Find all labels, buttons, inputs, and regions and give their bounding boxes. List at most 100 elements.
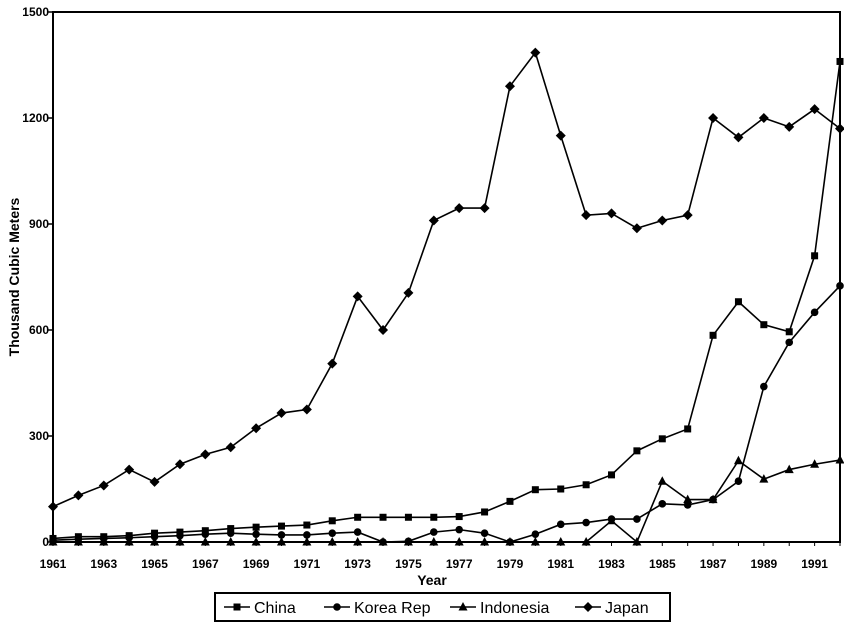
china-point [252, 523, 260, 531]
indonesia-point [378, 537, 388, 546]
indonesia-point [708, 494, 718, 504]
x-tick-label: 1991 [801, 557, 828, 571]
japan-point [835, 123, 844, 134]
legend-label: Indonesia [480, 600, 549, 617]
series-japan [48, 47, 844, 512]
x-tick-label: 1981 [547, 557, 574, 571]
x-tick-label: 1961 [40, 557, 67, 571]
japan-point [174, 459, 185, 470]
korea-rep-point [201, 530, 210, 539]
korea-rep-point [582, 518, 590, 527]
y-tick-label: 0 [42, 535, 49, 549]
japan-point [682, 210, 693, 221]
x-tick-label: 1973 [344, 557, 371, 571]
legend-label: Korea Rep [354, 600, 431, 617]
japan-point [124, 464, 135, 475]
japan-point [428, 215, 439, 226]
x-tick-label: 1989 [750, 557, 777, 571]
x-axis-title: Year [417, 572, 447, 588]
indonesia-point [251, 537, 261, 546]
indonesia-point [73, 537, 83, 546]
japan-point [784, 121, 795, 132]
japan-point [479, 203, 490, 214]
korea-rep-point [760, 382, 768, 391]
legend-item-indonesia: Indonesia [450, 600, 549, 617]
indonesia-point [302, 537, 312, 546]
korea-rep-line [52, 285, 841, 543]
china-point [430, 513, 438, 521]
korea-rep-point [556, 520, 565, 529]
japan-point [454, 203, 465, 214]
indonesia-point [581, 537, 591, 546]
china-point [633, 447, 641, 455]
indonesia-point [784, 464, 794, 474]
x-tick-label: 1963 [90, 557, 117, 571]
china-point [455, 513, 463, 521]
korea-rep-point [531, 530, 540, 539]
y-axis-title: Thousand Cubic Meters [6, 197, 22, 356]
x-tick-label: 1985 [649, 557, 676, 571]
series-layer [48, 47, 844, 546]
china-point [684, 425, 692, 433]
legend-item-korea-rep: Korea Rep [324, 600, 431, 617]
indonesia-point [733, 455, 743, 465]
x-tick-label: 1979 [497, 557, 524, 571]
china-point [354, 513, 362, 521]
x-tick-label: 1967 [192, 557, 219, 571]
china-point [379, 513, 387, 521]
x-tick-label: 1971 [294, 557, 321, 571]
indonesia-point [353, 537, 363, 546]
korea-rep-point [277, 531, 286, 539]
x-tick-label: 1977 [446, 557, 473, 571]
indonesia-point [429, 537, 439, 546]
korea-rep-point [455, 525, 463, 534]
indonesia-point [480, 537, 490, 546]
china-point [531, 486, 539, 494]
indonesia-point [200, 537, 210, 546]
korea-rep-point [785, 338, 794, 347]
korea-rep-point [658, 500, 667, 508]
indonesia-point [99, 537, 109, 546]
china-point [734, 298, 742, 306]
indonesia-point [327, 537, 337, 546]
japan-point [378, 325, 389, 335]
japan-point [98, 480, 109, 491]
china-point [658, 435, 666, 443]
china-point [608, 471, 616, 479]
china-point [760, 321, 768, 329]
japan-point [149, 476, 160, 487]
indonesia-line [53, 459, 841, 544]
indonesia-point [124, 537, 134, 546]
china-point [582, 481, 590, 489]
y-tick-label: 1200 [22, 111, 49, 125]
indonesia-point [607, 515, 617, 525]
y-tick-label: 900 [29, 217, 49, 231]
japan-line [52, 50, 841, 508]
japan-point [758, 113, 769, 123]
korea-rep-point [430, 528, 438, 536]
legend: China Korea Rep Indonesia Japan [214, 592, 671, 622]
korea-rep-point [734, 477, 743, 486]
legend-item-japan: Japan [575, 600, 649, 617]
china-point [836, 57, 844, 65]
japan-point [530, 47, 541, 58]
korea-rep-point [480, 529, 489, 537]
china-line [52, 61, 841, 540]
y-tick-label: 1500 [22, 5, 49, 19]
japan-point [276, 408, 287, 419]
china-point [557, 485, 565, 493]
korea-rep-point [836, 282, 844, 290]
korea-rep-point [150, 532, 159, 541]
japan-point [403, 287, 414, 298]
japan-point [606, 208, 617, 219]
japan-point [708, 113, 719, 123]
x-tick-label: 1965 [141, 557, 168, 571]
japan-point [301, 404, 312, 415]
indonesia-point [657, 476, 667, 485]
indonesia-point [403, 537, 413, 546]
china-point [404, 513, 412, 521]
indonesia-point [48, 537, 58, 546]
china-point [303, 521, 311, 529]
korea-rep-point [226, 529, 235, 537]
legend-marker [233, 603, 241, 611]
